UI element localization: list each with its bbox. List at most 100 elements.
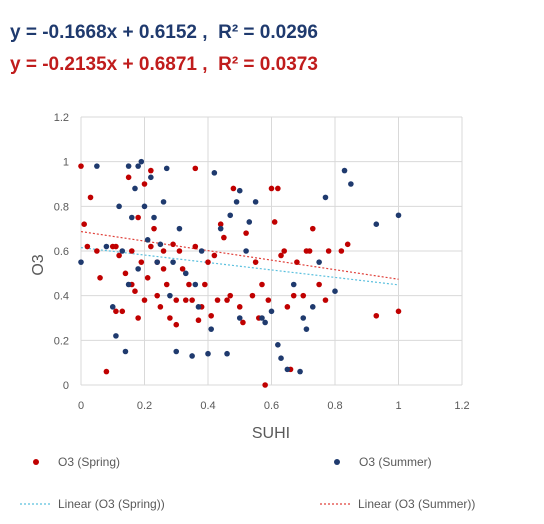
spring-point xyxy=(278,252,284,259)
summer-point xyxy=(132,185,138,192)
spring-point xyxy=(306,248,313,254)
spring-point xyxy=(322,297,329,303)
spring-point xyxy=(325,248,332,254)
summer-point xyxy=(119,248,126,254)
summer-point xyxy=(341,167,348,174)
summer-point xyxy=(144,237,151,243)
summer-point xyxy=(167,292,173,299)
summer-point xyxy=(236,187,243,194)
x-tick-label: 0 xyxy=(78,400,84,412)
spring-point xyxy=(208,312,214,319)
summer-point xyxy=(113,333,119,339)
x-tick-label: 1 xyxy=(395,400,401,412)
summer-point xyxy=(129,214,135,221)
summer-point xyxy=(94,163,100,169)
summer-point xyxy=(151,214,157,221)
spring-point xyxy=(113,308,119,315)
spring-point xyxy=(144,275,151,281)
summer-point xyxy=(227,212,234,219)
spring-point xyxy=(135,315,141,321)
legend-label: O3 (Summer) xyxy=(359,455,432,469)
spring-point xyxy=(195,317,202,324)
summer-point xyxy=(300,315,307,321)
spring-point xyxy=(268,185,275,192)
spring-point xyxy=(316,281,322,288)
spring-point xyxy=(81,221,87,227)
summer-point xyxy=(252,199,259,205)
spring-point xyxy=(116,252,122,259)
spring-point xyxy=(236,304,243,310)
summer-point xyxy=(195,304,202,310)
trendline xyxy=(80,247,399,286)
summer-point xyxy=(373,221,380,227)
spring-point xyxy=(271,219,278,225)
y-tick-label: 1.2 xyxy=(54,112,69,124)
spring-point xyxy=(84,243,91,250)
spring-point xyxy=(167,315,173,321)
trendline-equation-summer: y = -0.1668x + 0.6152 , R² = 0.0296 xyxy=(10,22,318,43)
spring-point xyxy=(284,304,291,310)
summer-point xyxy=(297,368,303,375)
spring-point xyxy=(395,308,402,315)
summer-point xyxy=(268,308,275,315)
spring-point xyxy=(129,248,135,254)
spring-point xyxy=(182,297,189,303)
tick-labels: 0 0.2 0.4 0.6 0.8 1 1.2 0 0.2 0.4 0.6 0.8 1 1.2 xyxy=(54,112,470,412)
summer-point xyxy=(224,350,230,357)
summer-point xyxy=(236,315,243,321)
spring-point xyxy=(179,266,186,272)
legend-marker xyxy=(33,459,39,465)
y-tick-label: 0.6 xyxy=(54,246,69,258)
spring-point xyxy=(259,281,265,288)
spring-point xyxy=(141,297,148,303)
spring-point xyxy=(344,241,351,248)
data-points xyxy=(78,158,402,388)
spring-point xyxy=(262,382,268,388)
spring-point xyxy=(217,221,224,227)
spring-point xyxy=(309,225,316,232)
summer-point xyxy=(275,342,281,348)
summer-point xyxy=(125,281,132,288)
summer-point xyxy=(332,288,338,295)
summer-point xyxy=(135,163,141,169)
summer-point xyxy=(138,158,145,165)
summer-point xyxy=(348,181,354,187)
spring-point xyxy=(87,194,94,201)
summer-point xyxy=(78,259,84,265)
spring-point xyxy=(173,297,180,303)
x-tick-label: 0.8 xyxy=(327,400,342,412)
summer-point xyxy=(135,266,141,272)
summer-point xyxy=(192,281,199,288)
summer-point xyxy=(148,174,154,181)
spring-point xyxy=(163,281,170,288)
spring-point xyxy=(160,248,167,254)
spring-point xyxy=(125,174,132,181)
spring-point xyxy=(205,259,211,265)
summer-point xyxy=(141,203,148,210)
spring-point xyxy=(148,243,154,250)
summer-point xyxy=(122,348,129,355)
summer-point xyxy=(284,366,291,373)
spring-point xyxy=(281,248,288,254)
summer-point xyxy=(160,199,167,205)
summer-point xyxy=(189,353,195,359)
legend-label: Linear (O3 (Summer)) xyxy=(358,497,475,511)
summer-point xyxy=(303,326,310,332)
summer-point xyxy=(154,259,160,265)
trendline xyxy=(80,230,399,280)
spring-point xyxy=(227,292,234,299)
spring-point xyxy=(170,241,176,248)
legend-marker xyxy=(334,459,340,465)
spring-point xyxy=(122,270,129,277)
spring-point xyxy=(119,308,126,315)
spring-point xyxy=(214,297,221,303)
summer-point xyxy=(290,281,297,288)
x-tick-label: 0.4 xyxy=(200,400,215,412)
summer-point xyxy=(309,304,316,310)
summer-point xyxy=(246,219,253,225)
x-axis-title: SUHI xyxy=(252,425,290,442)
summer-point xyxy=(116,203,122,210)
spring-point xyxy=(224,297,230,303)
spring-point xyxy=(148,167,154,174)
